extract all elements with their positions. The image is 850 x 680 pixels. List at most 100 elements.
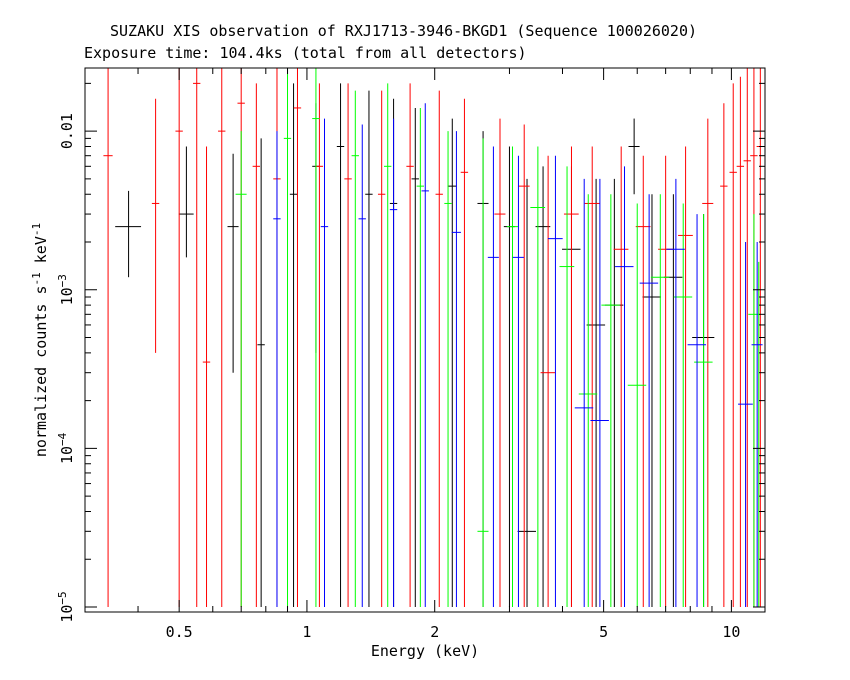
data-point	[517, 178, 537, 608]
chart-subtitle: Exposure time: 104.4ks (total from all d…	[84, 44, 527, 62]
data-point	[663, 194, 683, 608]
x-tick-label: 0.5	[166, 623, 193, 641]
data-point	[103, 68, 113, 608]
data-point	[639, 194, 659, 608]
data-point	[666, 178, 685, 608]
data-point	[283, 68, 292, 608]
data-point	[193, 68, 201, 608]
data-point	[563, 146, 579, 608]
data-point	[289, 83, 298, 608]
data-point	[628, 118, 640, 195]
y-tick-label: 10−3	[56, 274, 76, 305]
data-point	[506, 146, 518, 608]
y-tick-base: 0.01	[58, 113, 76, 149]
data-point	[540, 155, 556, 608]
x-axis-label: Energy (keV)	[371, 642, 479, 660]
data-point	[252, 83, 260, 608]
data-point	[227, 153, 239, 373]
data-point	[351, 90, 359, 608]
data-point	[218, 68, 226, 608]
data-point	[293, 68, 302, 608]
data-point	[384, 83, 392, 608]
data-point	[503, 146, 515, 608]
data-point	[635, 155, 651, 608]
data-point	[748, 214, 760, 608]
data-point	[389, 118, 398, 608]
data-point	[312, 68, 320, 608]
y-tick-base: 10	[58, 446, 76, 464]
data-point	[574, 178, 594, 608]
data-point	[421, 103, 429, 608]
data-point	[358, 124, 366, 608]
y-tick-exponent: −5	[56, 591, 69, 604]
data-point	[586, 178, 606, 608]
chart-title: SUZAKU XIS observation of RXJ1713-3946-B…	[110, 22, 697, 40]
y-tick-base: 10	[58, 605, 76, 623]
data-point	[720, 103, 728, 608]
data-point	[615, 166, 634, 608]
data-point	[512, 155, 524, 608]
data-point	[406, 83, 414, 608]
data-point	[604, 178, 624, 608]
series-2	[235, 68, 763, 608]
data-point	[584, 146, 600, 608]
data-point	[687, 214, 707, 608]
x-tick-label: 2	[430, 623, 439, 641]
data-point	[530, 146, 546, 608]
data-point	[444, 131, 452, 608]
y-tick-base: 10	[58, 287, 76, 305]
data-point	[487, 146, 499, 608]
series-1	[103, 68, 764, 608]
data-point	[315, 83, 324, 608]
plot-frame	[84, 67, 766, 613]
data-point	[447, 118, 457, 608]
data-point	[743, 68, 751, 608]
data-point	[613, 146, 629, 608]
data-point	[175, 68, 183, 608]
data-point	[736, 76, 745, 608]
data-point	[151, 98, 160, 353]
data-point	[650, 194, 670, 608]
data-point	[178, 146, 194, 258]
y-tick-exponent: −3	[56, 274, 69, 287]
data-point	[590, 178, 609, 608]
data-point	[547, 155, 563, 608]
data-point	[411, 107, 419, 608]
data-point	[673, 203, 693, 608]
data-point	[344, 83, 352, 608]
y-tick-label: 10−5	[56, 591, 76, 622]
data-point	[460, 98, 469, 608]
data-point	[377, 90, 386, 608]
data-point	[702, 118, 714, 608]
data-point	[578, 194, 598, 608]
data-layer	[103, 68, 764, 608]
data-point	[494, 118, 506, 608]
data-point	[257, 138, 265, 608]
data-point	[416, 107, 424, 608]
data-point	[627, 203, 647, 608]
data-point	[751, 241, 763, 608]
y-axis-label: normalized counts s-1 keV-1	[30, 223, 50, 457]
data-point	[559, 166, 575, 608]
tick-marks	[84, 68, 765, 612]
data-point	[435, 90, 443, 608]
data-point	[477, 138, 489, 608]
series-3	[273, 103, 763, 608]
y-tick-label: 0.01	[58, 113, 76, 149]
data-point	[755, 261, 763, 608]
data-point	[601, 194, 620, 608]
data-point	[729, 83, 737, 608]
data-point	[202, 146, 211, 608]
data-point	[336, 83, 345, 608]
y-tick-exponent: −4	[56, 432, 69, 446]
data-point	[518, 124, 530, 608]
data-point	[115, 190, 142, 278]
data-point	[642, 194, 661, 608]
data-point	[235, 131, 247, 608]
data-point	[273, 131, 281, 608]
data-point	[320, 118, 329, 608]
x-tick-label: 5	[599, 623, 608, 641]
y-tick-label: 10−4	[56, 432, 76, 464]
